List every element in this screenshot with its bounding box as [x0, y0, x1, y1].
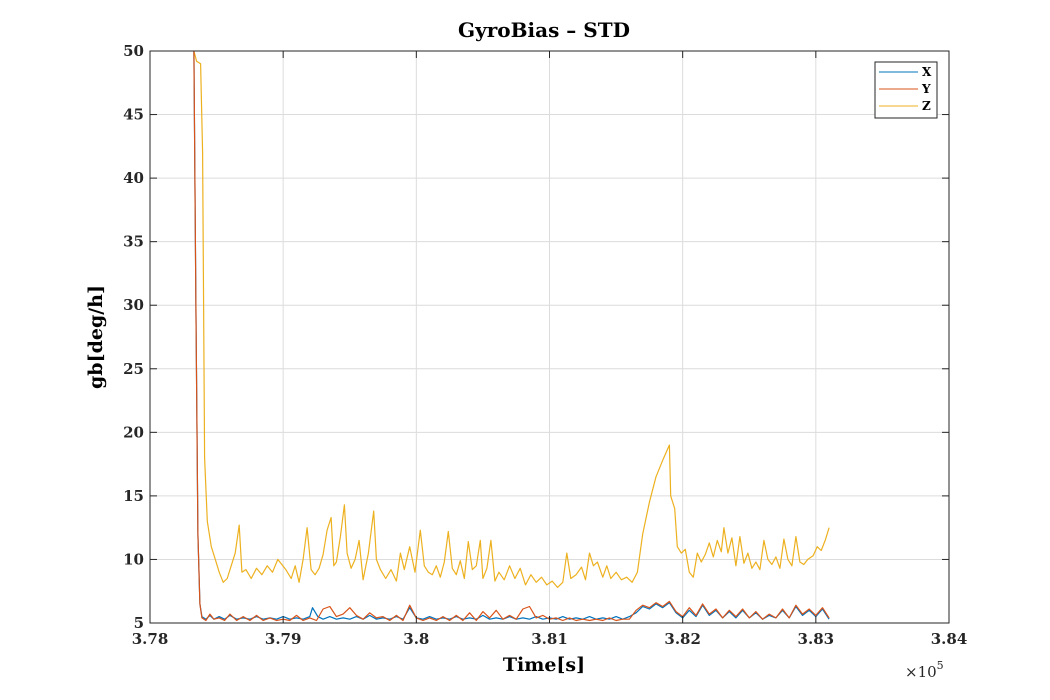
y-tick-label: 50 [123, 42, 144, 60]
y-tick-label: 30 [123, 296, 144, 314]
y-axis-label: gb[deg/h] [85, 285, 107, 389]
series-line-y [193, 51, 830, 622]
x-tick-label: 3.81 [531, 630, 568, 648]
x-tick-label: 3.78 [132, 630, 169, 648]
y-tick-label: 5 [134, 614, 144, 632]
y-tick-label: 10 [123, 550, 144, 568]
y-tick-label: 20 [123, 423, 144, 441]
x-multiplier: ×105 [905, 659, 944, 681]
x-tick-label: 3.83 [798, 630, 835, 648]
legend-box [874, 61, 938, 119]
legend-label-x: X [922, 65, 932, 79]
y-tick-label: 45 [123, 106, 144, 124]
ticks [149, 50, 950, 624]
y-tick-label: 15 [123, 487, 144, 505]
x-tick-label: 3.79 [265, 630, 302, 648]
series-line-z [193, 51, 830, 588]
legend-label-z: Z [922, 99, 931, 113]
x-tick-label: 3.84 [931, 630, 968, 648]
tick-labels: 3.78 3.79 3.8 3.81 3.82 3.83 3.84 5 10 15 20 25 30 35… [123, 42, 967, 648]
x-tick-label: 3.8 [403, 630, 429, 648]
y-tick-label: 35 [123, 233, 144, 251]
legend: X Y Z [874, 61, 938, 119]
series-layer [193, 51, 830, 622]
legend-label-y: Y [921, 82, 931, 96]
x-tick-label: 3.82 [664, 630, 701, 648]
x-axis-label: Time[s] [503, 654, 585, 676]
y-tick-label: 40 [123, 169, 144, 187]
chart-title: GyroBias – STD [458, 18, 630, 42]
x-multiplier-exponent: 5 [937, 659, 944, 672]
series-line-x [193, 51, 830, 620]
y-tick-label: 25 [123, 360, 144, 378]
